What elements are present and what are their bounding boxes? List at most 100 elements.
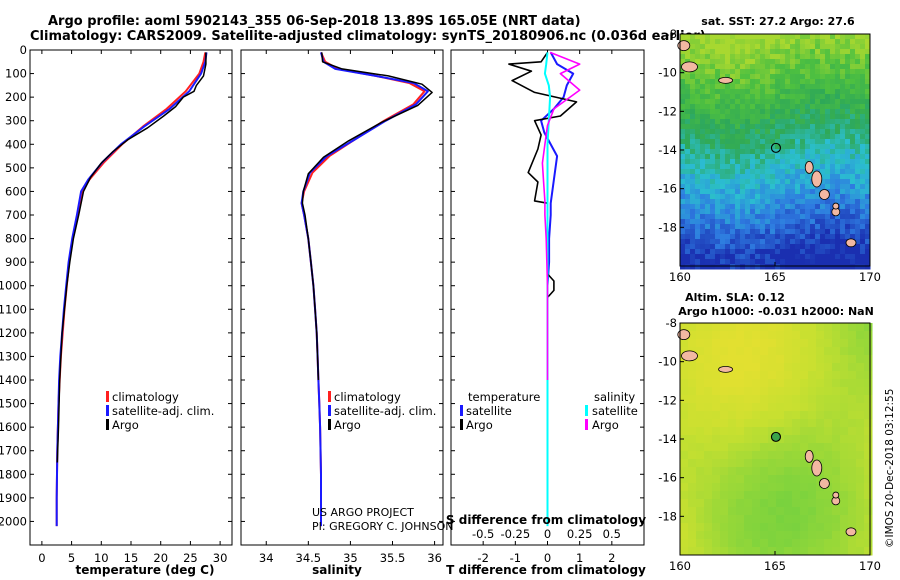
map-cell bbox=[765, 54, 771, 60]
map-cell bbox=[725, 154, 731, 160]
map-cell bbox=[728, 371, 737, 380]
legend-label-t-satellite: satellite bbox=[466, 404, 512, 418]
map-cell bbox=[765, 229, 771, 235]
map-cell bbox=[736, 443, 745, 452]
map-cell bbox=[840, 249, 846, 255]
map-cell bbox=[820, 134, 826, 140]
map-cell bbox=[705, 249, 711, 255]
map-cell bbox=[810, 39, 816, 45]
map-cell bbox=[688, 419, 697, 428]
map-cell bbox=[720, 387, 729, 396]
map-cell bbox=[800, 189, 806, 195]
map-cell bbox=[784, 331, 793, 340]
map-cell bbox=[704, 443, 713, 452]
map-cell bbox=[740, 174, 746, 180]
map-cell bbox=[825, 229, 831, 235]
map-cell bbox=[800, 331, 809, 340]
map-cell bbox=[832, 363, 841, 372]
map-cell bbox=[825, 104, 831, 110]
map-cell bbox=[768, 339, 777, 348]
map-cell bbox=[735, 104, 741, 110]
map-cell bbox=[785, 259, 791, 265]
map-cell bbox=[725, 214, 731, 220]
map-cell bbox=[815, 89, 821, 95]
y-tick-label: 500 bbox=[5, 161, 27, 175]
map-cell bbox=[720, 264, 726, 270]
map-cell bbox=[790, 89, 796, 95]
map-cell bbox=[864, 427, 873, 436]
y-tick-label: -18 bbox=[658, 220, 677, 234]
series-line-t-satellite bbox=[540, 51, 575, 522]
map-cell bbox=[712, 363, 721, 372]
y-tick-label: 1000 bbox=[0, 279, 27, 293]
map-cell bbox=[704, 435, 713, 444]
map-cell bbox=[720, 331, 729, 340]
map-cell bbox=[720, 54, 726, 60]
map-cell bbox=[864, 483, 873, 492]
map-cell bbox=[824, 499, 833, 508]
map-cell bbox=[765, 124, 771, 130]
map-cell bbox=[760, 219, 766, 225]
map-cell bbox=[750, 54, 756, 60]
map-cell bbox=[745, 34, 751, 40]
map-cell bbox=[864, 467, 873, 476]
map-cell bbox=[725, 264, 731, 270]
map-cell bbox=[728, 491, 737, 500]
map-cell bbox=[775, 89, 781, 95]
map-cell bbox=[680, 347, 689, 356]
y-tick-label: 1800 bbox=[0, 467, 27, 481]
island bbox=[819, 189, 830, 200]
map-cell bbox=[720, 69, 726, 75]
map-cell bbox=[752, 539, 761, 548]
map-cell bbox=[696, 491, 705, 500]
map-cell bbox=[820, 209, 826, 215]
map-cell bbox=[810, 169, 816, 175]
map-cell bbox=[865, 119, 871, 125]
map-cell bbox=[865, 164, 871, 170]
map-cell bbox=[808, 323, 817, 332]
map-cell bbox=[860, 124, 866, 130]
map-cell bbox=[864, 475, 873, 484]
map-cell bbox=[840, 69, 846, 75]
map-cell bbox=[760, 387, 769, 396]
map-cell bbox=[848, 323, 857, 332]
map-cell bbox=[765, 184, 771, 190]
map-cell bbox=[850, 229, 856, 235]
map-cell bbox=[730, 259, 736, 265]
map-cell bbox=[735, 139, 741, 145]
map-cell bbox=[790, 189, 796, 195]
map-cell bbox=[825, 149, 831, 155]
map-cell bbox=[830, 104, 836, 110]
map-cell bbox=[700, 209, 706, 215]
map-cell bbox=[760, 114, 766, 120]
map-cell bbox=[715, 239, 721, 245]
map-cell bbox=[830, 89, 836, 95]
map-cell bbox=[710, 184, 716, 190]
map-cell bbox=[835, 224, 841, 230]
map-cell bbox=[815, 104, 821, 110]
map-cell bbox=[720, 435, 729, 444]
map-cell bbox=[820, 174, 826, 180]
map-cell bbox=[785, 139, 791, 145]
map-cell bbox=[865, 34, 871, 40]
map-cell bbox=[690, 169, 696, 175]
map-cell bbox=[760, 54, 766, 60]
map-cell bbox=[705, 39, 711, 45]
map-cell bbox=[775, 114, 781, 120]
map-cell bbox=[808, 499, 817, 508]
map-cell bbox=[815, 59, 821, 65]
map-cell bbox=[744, 403, 753, 412]
map-cell bbox=[845, 204, 851, 210]
map-cell bbox=[800, 371, 809, 380]
map-cell bbox=[850, 139, 856, 145]
map-cell bbox=[840, 443, 849, 452]
y-tick-label: 1300 bbox=[0, 349, 27, 363]
map-cell bbox=[750, 219, 756, 225]
map-cell bbox=[805, 229, 811, 235]
map-cell bbox=[730, 159, 736, 165]
map-cell bbox=[830, 194, 836, 200]
map-cell bbox=[840, 199, 846, 205]
map-cell bbox=[840, 119, 846, 125]
map-cell bbox=[704, 331, 713, 340]
island bbox=[718, 77, 733, 84]
